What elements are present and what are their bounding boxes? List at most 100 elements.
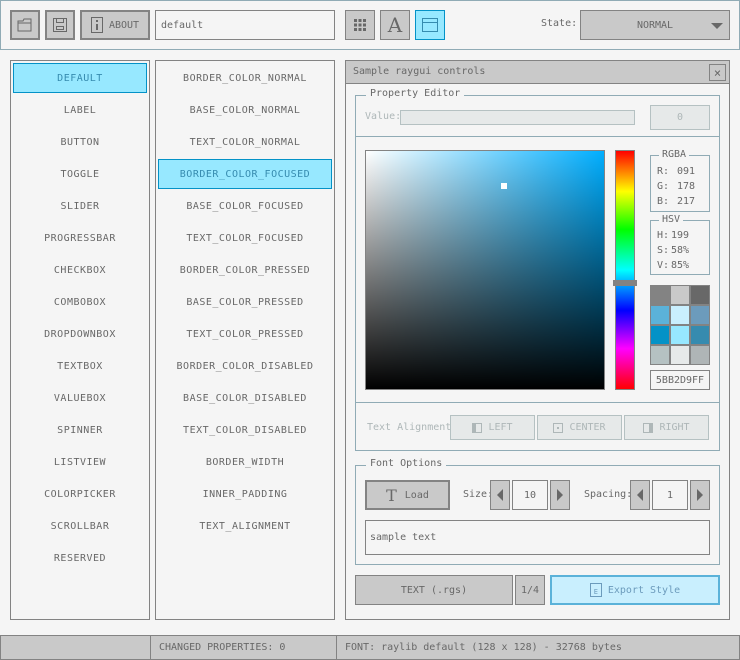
close-button[interactable]: × [709,64,726,81]
text-icon: T [386,485,397,505]
property-item[interactable]: BORDER_COLOR_NORMAL [183,72,307,84]
rgba-values: R: 091 G: 178 B: 217 [657,164,695,209]
grid-view-button[interactable] [345,10,375,40]
palette-swatch[interactable] [651,326,669,344]
palette-swatch[interactable] [671,306,689,324]
sample-text-input[interactable]: sample text [365,520,710,555]
size-decrement-button[interactable] [490,480,510,510]
spacing-increment-button[interactable] [690,480,710,510]
spacing-spinner[interactable]: 1 [652,480,688,510]
property-item[interactable]: BORDER_COLOR_PRESSED [179,264,311,276]
control-item[interactable]: COLORPICKER [44,488,116,500]
control-item[interactable]: SPINNER [57,424,103,436]
property-item[interactable]: BORDER_COLOR_FOCUSED [158,159,332,189]
palette-swatch[interactable] [691,286,709,304]
size-increment-button[interactable] [550,480,570,510]
property-item[interactable]: BASE_COLOR_PRESSED [186,296,304,308]
control-item[interactable]: PROGRESSBAR [44,232,116,244]
control-item[interactable]: SCROLLBAR [50,520,110,532]
h-value: 199 [671,230,690,241]
property-item[interactable]: BORDER_WIDTH [205,456,285,468]
property-item[interactable]: BASE_COLOR_FOCUSED [186,200,304,212]
align-center-button[interactable]: CENTER [537,415,622,440]
control-item[interactable]: SLIDER [60,200,100,212]
palette-swatch[interactable] [651,286,669,304]
spacing-decrement-button[interactable] [630,480,650,510]
g-label: G: [657,181,670,192]
properties-list[interactable]: BORDER_COLOR_NORMAL BASE_COLOR_NORMAL TEXT… [155,60,335,620]
color-picker-panel[interactable] [365,150,605,390]
status-empty [1,636,151,659]
palette-swatch[interactable] [671,346,689,364]
align-right-label: RIGHT [659,422,690,433]
b-value: 217 [677,196,696,207]
property-item[interactable]: BASE_COLOR_DISABLED [183,392,307,404]
control-item[interactable]: LABEL [63,104,97,116]
arrow-right-icon [697,489,703,501]
control-item[interactable]: LISTVIEW [53,456,107,468]
format-page-indicator[interactable]: 1/4 [515,575,545,605]
palette-swatch[interactable] [671,286,689,304]
align-right-icon [643,422,654,433]
load-font-button[interactable]: T Load [365,480,450,510]
property-item[interactable]: TEXT_COLOR_NORMAL [189,136,301,148]
font-options-title: Font Options [366,458,447,469]
export-style-button[interactable]: E Export Style [550,575,720,605]
property-item[interactable]: TEXT_COLOR_PRESSED [186,328,304,340]
align-left-button[interactable]: LEFT [450,415,535,440]
window-view-button[interactable] [415,10,445,40]
about-button[interactable]: ABOUT [80,10,150,40]
value-label: Value: [365,111,402,122]
size-label: Size: [463,489,494,500]
size-spinner[interactable]: 10 [512,480,548,510]
window-titlebar[interactable]: Sample raygui controls × [346,61,729,84]
property-item[interactable]: TEXT_ALIGNMENT [199,520,291,532]
palette-swatch[interactable] [651,346,669,364]
control-item[interactable]: TOGGLE [60,168,100,180]
hue-bar[interactable] [615,150,635,390]
save-file-button[interactable] [45,10,75,40]
control-item[interactable]: CHECKBOX [53,264,107,276]
property-item[interactable]: BASE_COLOR_NORMAL [189,104,301,116]
open-file-button[interactable] [10,10,40,40]
control-item[interactable]: BUTTON [60,136,100,148]
control-item[interactable]: DEFAULT [13,63,147,93]
palette-swatch[interactable] [651,306,669,324]
property-item[interactable]: BORDER_COLOR_DISABLED [176,360,314,372]
palette-swatch[interactable] [691,306,709,324]
style-name-input[interactable]: default [155,10,335,40]
s-value: 58% [671,245,690,256]
rgba-title: RGBA [659,149,690,160]
grid-icon [354,19,366,31]
value-slider[interactable] [400,110,635,125]
text-alignment-label: Text Alignment: [367,422,458,433]
hue-slider-handle[interactable] [613,279,637,286]
color-palette [650,285,710,365]
color-picker-cursor[interactable] [501,183,508,189]
state-value: NORMAL [636,19,674,31]
property-item[interactable]: TEXT_COLOR_DISABLED [183,424,307,436]
palette-swatch[interactable] [691,346,709,364]
controls-list[interactable]: DEFAULT LABEL BUTTON TOGGLE SLIDER PROGRESSBA… [10,60,150,620]
h-label: H: [657,230,670,241]
export-label: Export Style [607,584,681,596]
font-button[interactable]: A [380,10,410,40]
status-bar: CHANGED PROPERTIES: 0 FONT: raylib defau… [0,635,740,660]
palette-swatch[interactable] [671,326,689,344]
hex-input[interactable]: 5BB2D9FF [650,370,710,390]
property-item[interactable]: TEXT_COLOR_FOCUSED [186,232,304,244]
control-item[interactable]: VALUEBOX [53,392,107,404]
control-item[interactable]: TEXTBOX [57,360,103,372]
value-box[interactable]: 0 [650,105,710,130]
palette-swatch[interactable] [691,326,709,344]
control-item[interactable]: RESERVED [53,552,107,564]
arrow-right-icon [557,489,563,501]
align-right-button[interactable]: RIGHT [624,415,709,440]
state-dropdown[interactable]: NORMAL [580,10,730,40]
g-value: 178 [677,181,696,192]
control-item[interactable]: DROPDOWNBOX [44,328,116,340]
property-item[interactable]: INNER_PADDING [202,488,288,500]
control-item[interactable]: COMBOBOX [53,296,107,308]
format-button[interactable]: TEXT (.rgs) [355,575,513,605]
hsv-group: HSV [650,214,710,275]
